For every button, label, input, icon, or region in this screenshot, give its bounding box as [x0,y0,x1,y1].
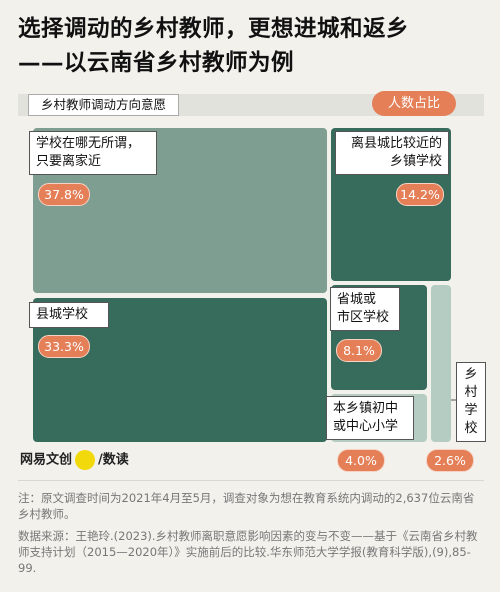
treemap-cell-1 [33,298,327,442]
divider [18,480,484,481]
subheader-bar: 乡村教师调动方向意愿 [18,94,484,116]
category-label-1: 县城学校 [29,302,109,328]
title-line-2: ——以云南省乡村教师为例 [18,50,295,76]
legend-value-label: 人数占比 [372,91,456,116]
value-label-3: 8.1% [336,339,382,362]
treemap-cell-5 [431,285,451,442]
source-note: 数据来源：王艳玲.(2023).乡村教师离职意愿影响因素的变与不变——基于《云南… [18,529,478,575]
category-label-0: 学校在哪无所谓， 只要离家近 [29,131,157,175]
logo-text-right: /数读 [98,452,129,468]
category-label-4: 本乡镇初中 或中心小学 [326,396,414,440]
value-label-0: 37.8% [38,183,90,206]
category-label-5: 乡 村 学 校 [456,362,486,442]
brand-logo: 网易文创/数读 [20,450,129,470]
logo-text-left: 网易文创 [20,452,73,468]
value-label-1: 33.3% [38,335,90,358]
logo-dot-icon [75,450,96,470]
title-line-1: 选择调动的乡村教师，更想进城和返乡 [18,16,410,42]
footnote: 注：原文调查时间为2021年4月至5月，调查对象为想在教育系统内调动的2,637… [18,491,475,521]
value-label-4: 4.0% [337,449,385,472]
subheader-label: 乡村教师调动方向意愿 [28,94,180,116]
category-label-2: 离县城比较近的 乡镇学校 [335,131,449,175]
value-label-5: 2.6% [426,449,474,472]
chart-title: 选择调动的乡村教师，更想进城和返乡 ——以云南省乡村教师为例 [18,12,488,80]
value-label-2: 14.2% [396,183,444,206]
category-label-3: 省城或 市区学校 [330,287,400,331]
